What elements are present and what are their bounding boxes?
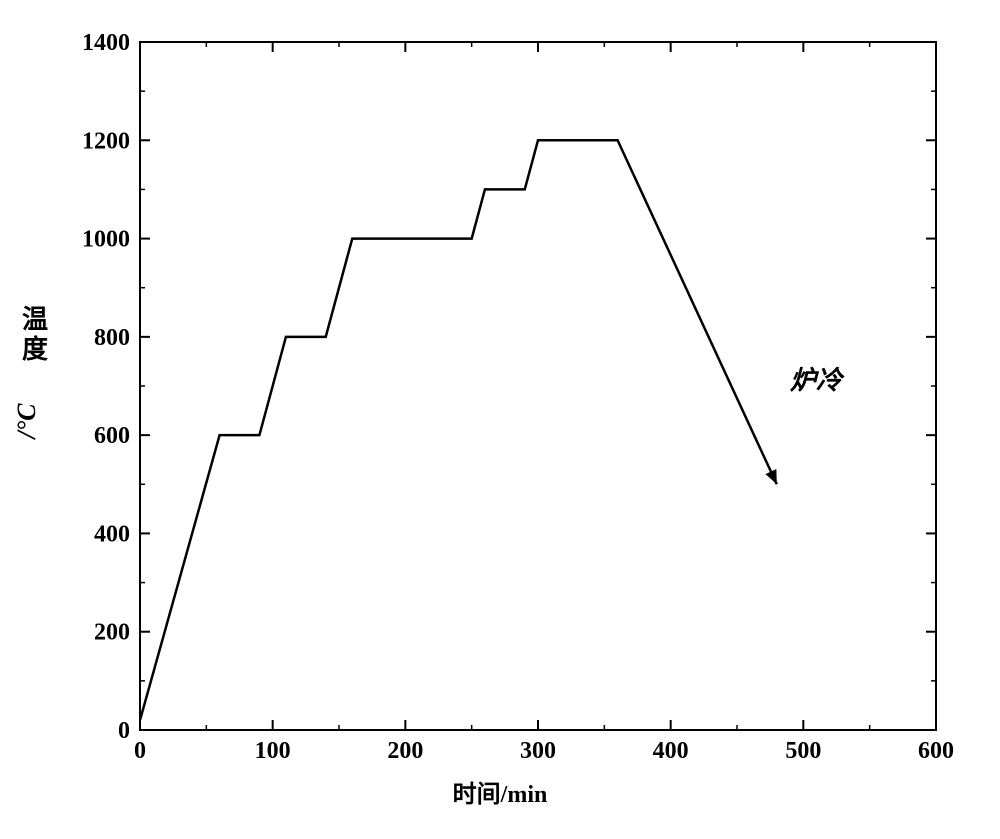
svg-text:1400: 1400 [82,30,130,56]
x-axis-label: 时间/min [453,774,548,809]
chart-svg: 0 100 200 300 400 500 600 0 200 400 600 800 1000 1200… [0,0,1000,839]
svg-text:1200: 1200 [82,128,130,154]
svg-text:600: 600 [94,423,130,449]
svg-text:200: 200 [94,620,130,646]
svg-text:100: 100 [255,738,291,764]
svg-text:400: 400 [94,521,130,547]
svg-text:1000: 1000 [82,227,130,253]
svg-text:0: 0 [134,738,146,764]
svg-text:0: 0 [118,718,130,744]
svg-text:300: 300 [520,738,556,764]
svg-text:/°C: /°C [12,403,41,441]
svg-text:400: 400 [653,738,689,764]
svg-text:500: 500 [785,738,821,764]
svg-text:200: 200 [387,738,423,764]
chart-container: 0 100 200 300 400 500 600 0 200 400 600 800 1000 1200… [0,0,1000,839]
svg-text:度: 度 [22,334,48,364]
svg-text:600: 600 [918,738,954,764]
annotation-furnace-cool: 炉冷 [790,360,842,397]
svg-text:800: 800 [94,325,130,351]
svg-text:温: 温 [22,305,48,334]
